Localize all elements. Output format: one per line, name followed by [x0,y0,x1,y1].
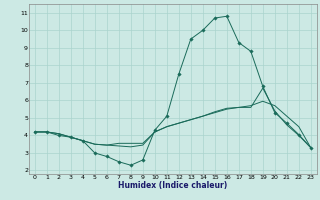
X-axis label: Humidex (Indice chaleur): Humidex (Indice chaleur) [118,181,228,190]
